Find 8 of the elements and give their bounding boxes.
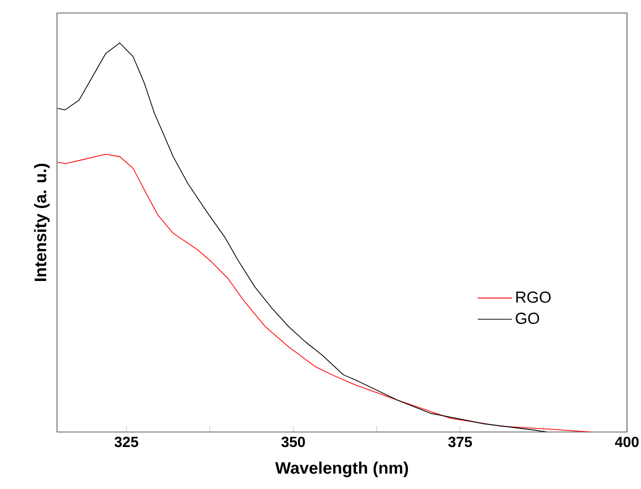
x-tick-label: 375 [448,436,472,448]
x-tick-label: 350 [281,436,305,448]
legend-label: GO [516,312,540,324]
y-axis-title: Intensity (a. u.) [34,164,50,281]
x-tick-label: 400 [615,436,639,448]
legend-label: RGO [516,292,551,303]
x-tick-label: 325 [114,436,138,448]
x-axis-title: Wavelength (nm) [275,462,408,478]
